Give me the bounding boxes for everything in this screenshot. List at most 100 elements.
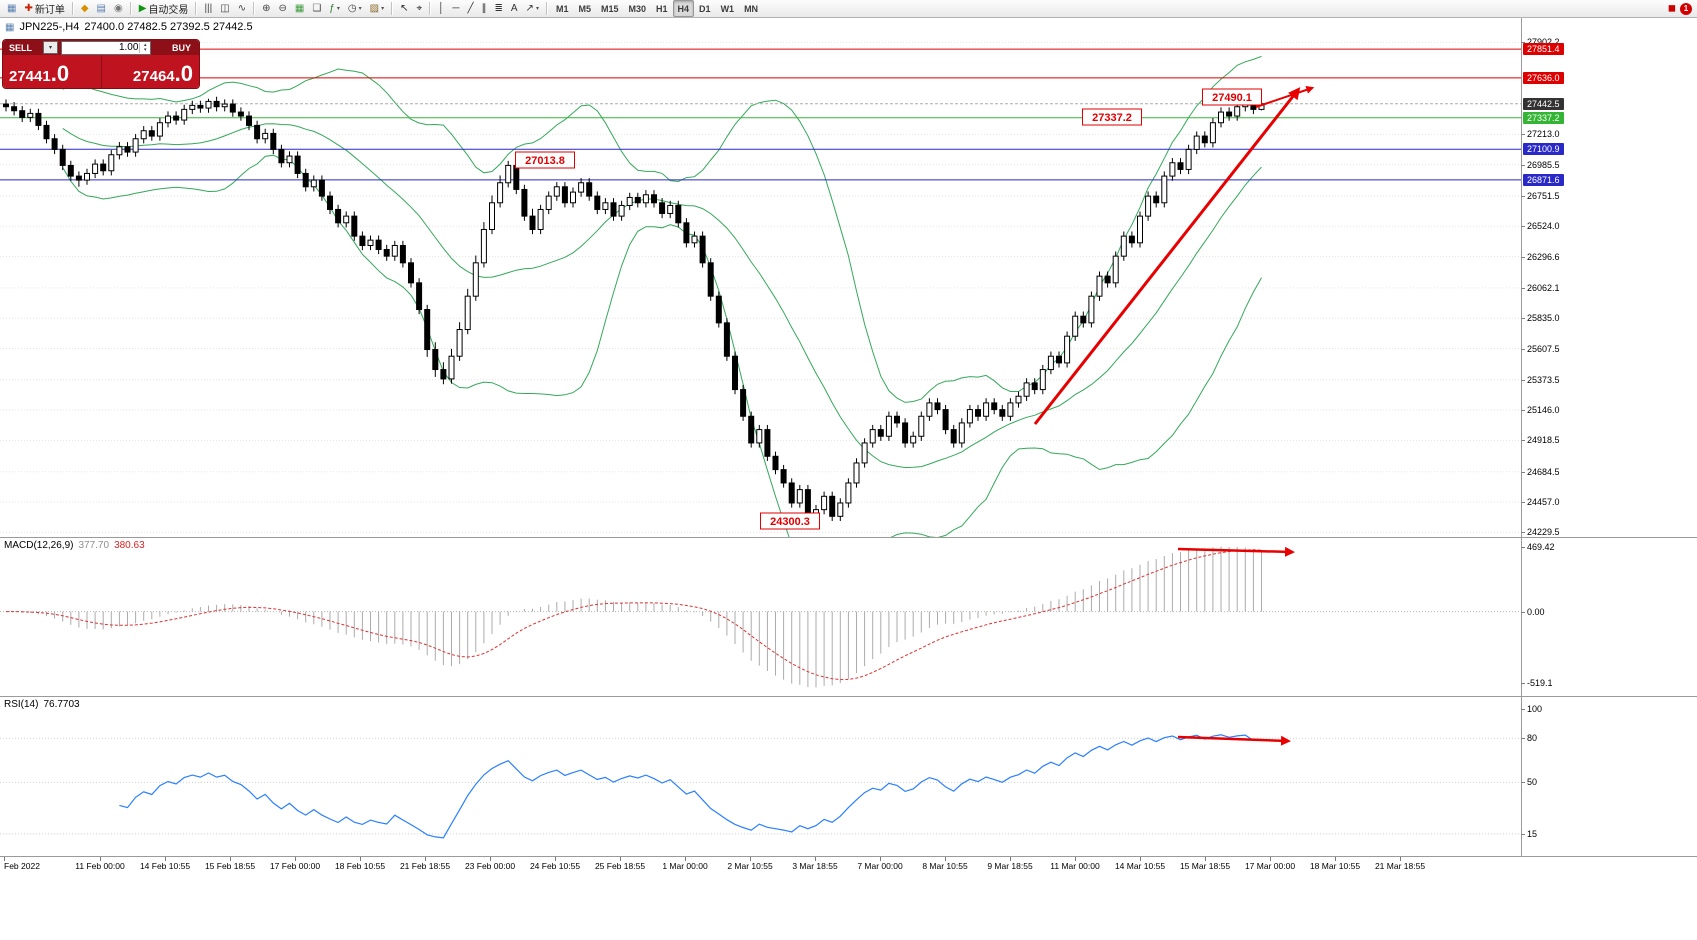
bar-chart-icon: ||| xyxy=(204,2,213,14)
time-axis-tick xyxy=(100,857,101,861)
candlestick-chart-icon[interactable]: ◫ xyxy=(216,0,233,17)
chevron-down-icon: ▾ xyxy=(336,6,340,12)
tf-w1-button[interactable]: W1 xyxy=(716,0,740,17)
tf-m1-button[interactable]: M1 xyxy=(551,0,574,17)
price-axis-label: 24684.5 xyxy=(1527,466,1560,477)
data-window-icon[interactable]: ▤ xyxy=(93,0,110,17)
rsi-panel-canvas[interactable] xyxy=(0,697,1521,856)
time-axis-label: Feb 2022 xyxy=(4,861,40,871)
time-axis-tick xyxy=(1400,857,1401,861)
chevron-down-icon[interactable]: ▾ xyxy=(43,41,58,54)
tf-m1-button-label: M1 xyxy=(555,3,569,14)
volume-input[interactable] xyxy=(62,42,140,53)
cascade-windows-icon[interactable]: ❏ xyxy=(308,0,325,17)
tf-m5-button[interactable]: M5 xyxy=(573,0,596,17)
level-price-tag: 27100.9 xyxy=(1523,143,1564,156)
volume-stepper: ▴ ▾ xyxy=(139,41,150,53)
axis-tick xyxy=(1521,164,1525,166)
alert-icon[interactable]: ◼ xyxy=(1667,3,1676,14)
price-annotation[interactable]: 24300.3 xyxy=(760,512,820,530)
rsi-trend-arrow[interactable] xyxy=(1177,735,1291,746)
horizontal-line-icon[interactable]: ─ xyxy=(448,0,463,17)
symbol-period-label: JPN225-,H4 xyxy=(19,21,80,33)
zoom-out-icon[interactable]: ⊖ xyxy=(274,0,290,17)
trendline-icon[interactable]: ╱ xyxy=(463,0,477,17)
buy-price: 27464 xyxy=(132,68,175,85)
volume-down-icon[interactable]: ▾ xyxy=(143,46,147,53)
axis-tick xyxy=(1521,738,1525,740)
axis-tick xyxy=(1521,134,1525,136)
autotrading-button[interactable]: ▶ 自动交易 xyxy=(135,0,193,17)
new-order-button[interactable]: ✚ 新订单 xyxy=(20,0,68,17)
time-axis-label: 2 Mar 10:55 xyxy=(727,861,773,871)
time-axis-tick xyxy=(815,857,816,861)
fibonacci-icon[interactable]: ≣ xyxy=(490,0,506,17)
time-axis-label: 23 Feb 00:00 xyxy=(464,861,516,871)
trend-arrow[interactable] xyxy=(1255,86,1315,108)
rsi-indicator-label: RSI(14) 76.7703 xyxy=(4,699,80,710)
axis-tick xyxy=(1521,782,1525,784)
cursor-icon: ↖ xyxy=(400,2,409,14)
line-chart-icon[interactable]: ∿ xyxy=(234,0,250,17)
arrows-tool-icon: ↗ xyxy=(525,2,534,14)
sell-label[interactable]: SELL xyxy=(9,42,33,53)
time-axis-tick xyxy=(295,857,296,861)
channel-icon[interactable]: ∥ xyxy=(477,0,490,17)
main-chart-canvas[interactable]: 27490.1 27337.2 27013.8 24300.3 xyxy=(0,18,1521,537)
macd-panel-separator[interactable] xyxy=(0,537,1697,538)
svg-text:27013.8: 27013.8 xyxy=(525,155,565,167)
buy-button[interactable]: 27464 .0 xyxy=(100,55,200,88)
text-tool-icon: A xyxy=(510,2,518,14)
cascade-windows-icon: ❏ xyxy=(312,2,322,14)
tile-windows-icon[interactable]: ▦ xyxy=(291,0,308,17)
price-annotation[interactable]: 27490.1 xyxy=(1202,88,1262,106)
axis-tick xyxy=(1521,348,1525,350)
sell-button[interactable]: 27441 .0 xyxy=(3,55,101,88)
price-axis-label: 25835.0 xyxy=(1527,313,1560,324)
price-axis[interactable] xyxy=(1522,18,1697,856)
macd-trend-arrow[interactable] xyxy=(1177,546,1295,557)
notifications-badge[interactable]: 1 xyxy=(1680,2,1692,15)
buy-label[interactable]: BUY xyxy=(171,42,191,53)
tf-d1-button[interactable]: D1 xyxy=(694,0,716,17)
time-axis-tick xyxy=(4,857,5,861)
sound-icon[interactable]: ◉ xyxy=(110,0,127,17)
chart-window-icon[interactable]: ▦ xyxy=(3,0,20,17)
market-watch-icon[interactable]: ◆ xyxy=(77,0,93,17)
axis-tick xyxy=(1521,379,1525,381)
indicators-icon[interactable]: ƒ ▾ xyxy=(325,0,344,17)
templates-icon[interactable]: ▨ ▾ xyxy=(366,0,388,17)
crosshair-icon[interactable]: ⌖ xyxy=(412,0,426,17)
trend-arrow[interactable] xyxy=(1033,87,1301,425)
horizontal-level-lines[interactable] xyxy=(0,48,1521,181)
macd-name: MACD(12,26,9) xyxy=(4,540,74,551)
tf-h4-button[interactable]: H4 xyxy=(672,0,695,17)
price-annotation[interactable]: 27337.2 xyxy=(1082,108,1142,126)
price-annotation[interactable]: 27013.8 xyxy=(515,151,575,169)
time-axis-tick xyxy=(230,857,231,861)
svg-text:27490.1: 27490.1 xyxy=(1212,92,1252,104)
price-axis-label: 26985.5 xyxy=(1527,159,1560,170)
tf-h1-button[interactable]: H1 xyxy=(651,0,673,17)
arrows-tool-icon[interactable]: ↗ ▾ xyxy=(522,0,543,17)
toolbar-separator xyxy=(253,2,256,15)
tf-w1-button-label: W1 xyxy=(720,3,735,14)
text-tool-icon[interactable]: A xyxy=(507,0,522,17)
zoom-in-icon[interactable]: ⊕ xyxy=(258,0,274,17)
tf-m30-button[interactable]: M30 xyxy=(624,0,652,17)
time-axis-tick xyxy=(360,857,361,861)
volume-up-icon[interactable]: ▴ xyxy=(143,41,147,48)
tf-m15-button-label: M15 xyxy=(600,3,619,14)
templates-icon: ▨ xyxy=(369,2,380,14)
bar-chart-icon[interactable]: ||| xyxy=(200,0,216,17)
vertical-line-icon[interactable]: │ xyxy=(434,0,448,17)
tf-m15-button[interactable]: M15 xyxy=(596,0,624,17)
rsi-name: RSI(14) xyxy=(4,699,39,710)
rsi-panel-separator[interactable] xyxy=(0,696,1697,697)
macd-panel-canvas[interactable] xyxy=(0,538,1521,696)
volume-field: ▴ ▾ xyxy=(61,40,151,55)
tf-mn-button[interactable]: MN xyxy=(739,0,763,17)
cursor-icon[interactable]: ↖ xyxy=(396,0,412,17)
periods-icon[interactable]: ◷ ▾ xyxy=(344,0,366,17)
time-axis[interactable] xyxy=(0,857,1697,879)
